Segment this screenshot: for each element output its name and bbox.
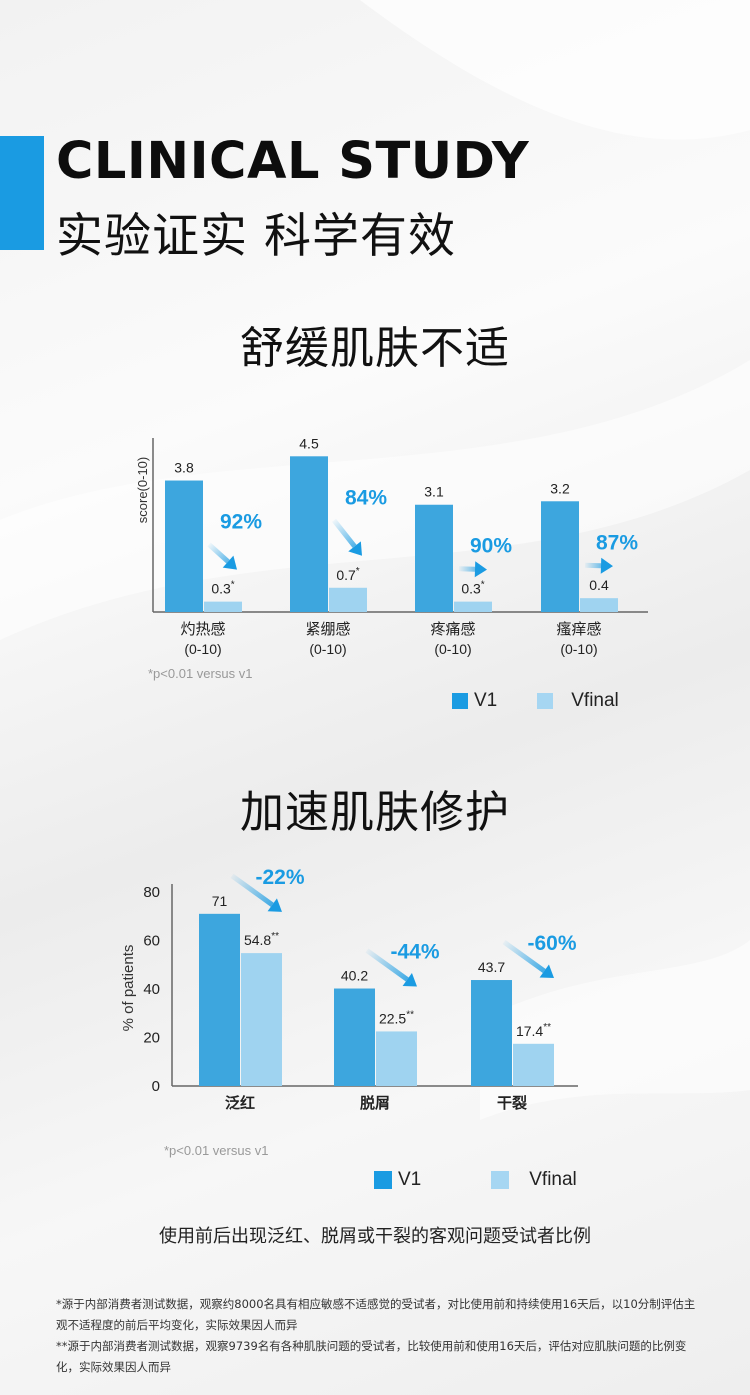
reduction-arrow-1-head <box>348 541 362 556</box>
legend-vfinal-swatch <box>491 1171 510 1189</box>
section1-significance-note: *p<0.01 versus v1 <box>148 666 253 681</box>
discomfort-bar-chart: score(0-10) 3.8 0.3* 灼热感 (0-10) 92% 4.5 0.7* 紧绷感… <box>135 435 648 657</box>
data-label-vfinal-2: 17.4** <box>516 1022 551 1039</box>
y-tick-label-3: 60 <box>143 933 160 950</box>
data-label-v1-0: 71 <box>212 893 228 909</box>
bar-v1-0 <box>199 913 240 1086</box>
x-tick-label-2: 干裂 <box>497 1094 527 1112</box>
legend-vfinal-label: Vfinal <box>529 1169 577 1190</box>
bar-vfinal-1 <box>329 587 367 612</box>
bar-vfinal-2 <box>513 1043 554 1086</box>
chart-caption: 使用前后出现泛红、脱屑或干裂的客观问题受试者比例 <box>159 1226 591 1247</box>
legend-v1-label: V1 <box>398 1169 422 1190</box>
x-tick-sublabel-3: (0-10) <box>560 641 597 657</box>
x-tick-label-0: 泛红 <box>225 1094 255 1112</box>
y-axis-label: % of patients <box>120 945 137 1032</box>
reduction-label-2: 90% <box>470 535 512 558</box>
data-label-vfinal-3: 0.4 <box>589 577 609 593</box>
section2-title: 加速肌肤修护 <box>240 787 510 838</box>
data-label-v1-2: 43.7 <box>478 959 505 975</box>
reduction-label-3: 87% <box>596 531 638 554</box>
significance-mark-2: * <box>481 580 485 591</box>
data-label-vfinal-1: 22.5** <box>379 1009 414 1026</box>
x-tick-sublabel-2: (0-10) <box>434 641 471 657</box>
reduction-arrow-0-shaft <box>230 873 274 907</box>
bar-vfinal-3 <box>580 598 618 612</box>
x-tick-label-2: 疼痛感 <box>430 620 475 638</box>
section1-legend: V1 Vfinal <box>452 690 619 712</box>
y-tick-label-2: 40 <box>143 981 160 998</box>
bar-v1-1 <box>334 988 375 1086</box>
footnote-2: **源于内部消费者测试数据，观察9739名有各种肌肤问题的受试者，比较使用前和使… <box>56 1339 687 1374</box>
footnotes: *源于内部消费者测试数据，观察约8000名具有相应敏感不适感觉的受试者，对比使用… <box>56 1294 706 1378</box>
bar-v1-2 <box>415 504 453 612</box>
section2-significance-note: *p<0.01 versus v1 <box>164 1143 269 1158</box>
legend-vfinal-label: Vfinal <box>571 690 619 711</box>
data-label-vfinal-0: 0.3* <box>211 580 234 597</box>
bar-vfinal-1 <box>376 1031 417 1086</box>
reduction-label-1: 84% <box>345 486 387 509</box>
legend-v1-swatch <box>452 693 468 709</box>
y-tick-label-1: 20 <box>143 1030 160 1047</box>
significance-mark-2: ** <box>543 1022 551 1033</box>
reduction-label-0: 92% <box>220 511 262 534</box>
data-label-v1-1: 4.5 <box>299 435 319 451</box>
y-tick-label-4: 80 <box>143 884 160 901</box>
bar-v1-2 <box>471 980 512 1086</box>
reduction-arrow-0-shaft <box>207 542 230 564</box>
data-label-v1-1: 40.2 <box>341 968 368 984</box>
x-tick-sublabel-1: (0-10) <box>309 641 346 657</box>
reduction-label-1: -44% <box>390 941 439 964</box>
significance-mark-1: * <box>356 566 360 577</box>
reduction-arrow-1-shaft <box>332 518 357 548</box>
legend-v1-swatch <box>374 1171 392 1189</box>
y-axis-label: score(0-10) <box>135 457 150 523</box>
footnote-1: *源于内部消费者测试数据，观察约8000名具有相应敏感不适感觉的受试者，对比使用… <box>56 1297 696 1332</box>
header-accent-bar <box>0 136 44 250</box>
data-label-vfinal-2: 0.3* <box>461 580 484 597</box>
repair-bar-chart: % of patients 0 20 40 60 80 71 54.8** 泛红 -22% 40.2… <box>120 866 578 1112</box>
reduction-arrow-2-shaft <box>502 939 546 974</box>
bar-vfinal-0 <box>241 953 282 1086</box>
data-label-vfinal-0: 54.8** <box>244 931 279 948</box>
reduction-arrow-3-shaft <box>584 562 602 569</box>
data-label-vfinal-1: 0.7* <box>336 566 359 583</box>
section2-legend: V1 Vfinal <box>374 1169 577 1191</box>
significance-mark-0: * <box>231 580 235 591</box>
data-label-v1-2: 3.1 <box>424 484 444 500</box>
reduction-arrow-1-shaft <box>365 948 409 982</box>
page-title: CLINICAL STUDY <box>56 132 530 191</box>
reduction-arrow-2-head <box>474 561 487 578</box>
bar-v1-1 <box>290 456 328 612</box>
reduction-arrow-3-head <box>600 557 613 574</box>
reduction-arrow-1-head <box>402 973 417 987</box>
bar-vfinal-2 <box>454 601 492 612</box>
reduction-arrow-0-head <box>267 898 282 912</box>
significance-mark-0: ** <box>271 931 279 942</box>
section1-title: 舒缓肌肤不适 <box>240 323 510 374</box>
y-tick-label-0: 0 <box>152 1078 160 1095</box>
reduction-arrow-2-shaft <box>458 566 476 572</box>
significance-mark-1: ** <box>406 1009 414 1020</box>
reduction-arrow-2-head <box>539 964 554 979</box>
x-tick-label-0: 灼热感 <box>180 620 225 638</box>
data-label-v1-3: 3.2 <box>550 480 570 496</box>
reduction-label-0: -22% <box>255 866 304 889</box>
reduction-label-2: -60% <box>527 932 576 955</box>
bar-vfinal-0 <box>204 601 242 612</box>
reduction-arrow-0-head <box>222 555 237 570</box>
bar-v1-3 <box>541 501 579 612</box>
x-tick-label-1: 脱屑 <box>360 1094 390 1112</box>
x-tick-label-1: 紧绷感 <box>305 620 350 638</box>
legend-v1-label: V1 <box>474 690 498 711</box>
page-subtitle: 实验证实 科学有效 <box>56 209 456 264</box>
bar-v1-0 <box>165 480 203 612</box>
data-label-v1-0: 3.8 <box>174 460 194 476</box>
x-tick-sublabel-0: (0-10) <box>184 641 221 657</box>
legend-vfinal-swatch <box>537 693 554 709</box>
x-tick-label-3: 瘙痒感 <box>556 620 601 638</box>
